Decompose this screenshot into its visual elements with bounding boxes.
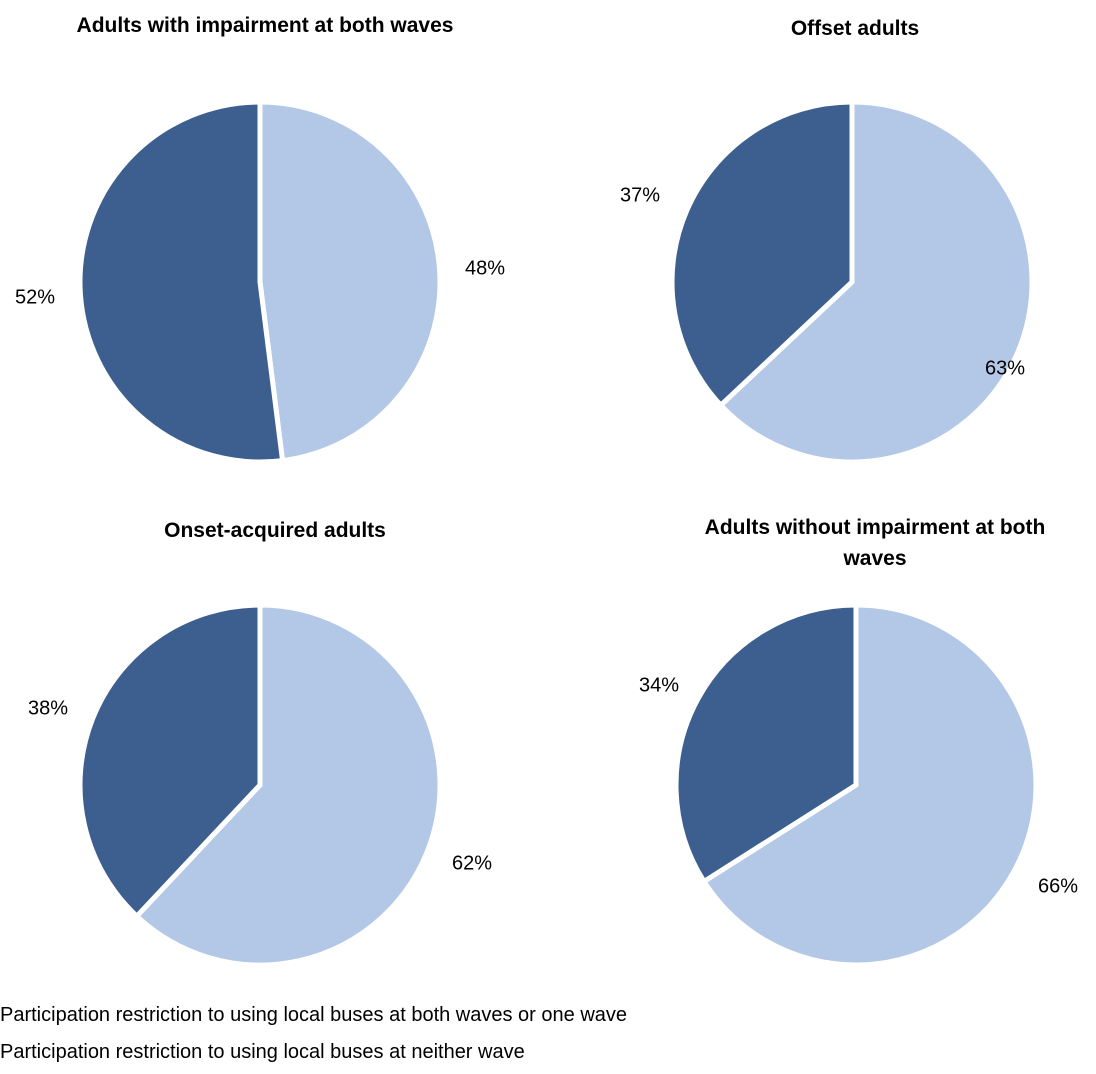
data-label: 37% <box>620 184 660 206</box>
slice-neither-wave <box>700 602 1039 968</box>
slice-restricted <box>673 602 859 885</box>
data-label: 63% <box>985 357 1025 379</box>
pie-chart-1: Adults with impairment at both waves 48% 5… <box>15 14 505 465</box>
chart-title: Adults with impairment at both waves <box>77 14 454 37</box>
chart-title: Offset adults <box>791 17 919 40</box>
pie-chart-3: Onset-acquired adults 62% 38% <box>28 519 492 968</box>
chart-title: Adults without impairment at both <box>705 516 1046 539</box>
data-label: 52% <box>15 286 55 308</box>
legend-item-neither: Participation restriction to using local… <box>0 1041 525 1063</box>
slice-neither-wave <box>717 99 1035 465</box>
slice-neither-wave <box>257 99 443 464</box>
pie-chart-4: Adults without impairment at both waves 66… <box>639 516 1078 968</box>
chart-title: Onset-acquired adults <box>164 519 386 542</box>
slice-restricted <box>669 99 855 409</box>
pie-chart-2: Offset adults 63% 37% <box>620 17 1035 465</box>
slice-neither-wave <box>133 602 443 968</box>
legend-item-restricted: Participation restriction to using local… <box>0 1004 628 1026</box>
slice-restricted <box>77 99 286 465</box>
chart-title: waves <box>842 547 906 570</box>
slice-restricted <box>77 602 263 920</box>
data-label: 48% <box>465 257 505 279</box>
legend: Participation restriction to using local… <box>0 1000 627 1074</box>
data-label: 34% <box>639 674 679 696</box>
data-label: 62% <box>452 852 492 874</box>
data-label: 38% <box>28 697 68 719</box>
data-label: 66% <box>1038 875 1078 897</box>
